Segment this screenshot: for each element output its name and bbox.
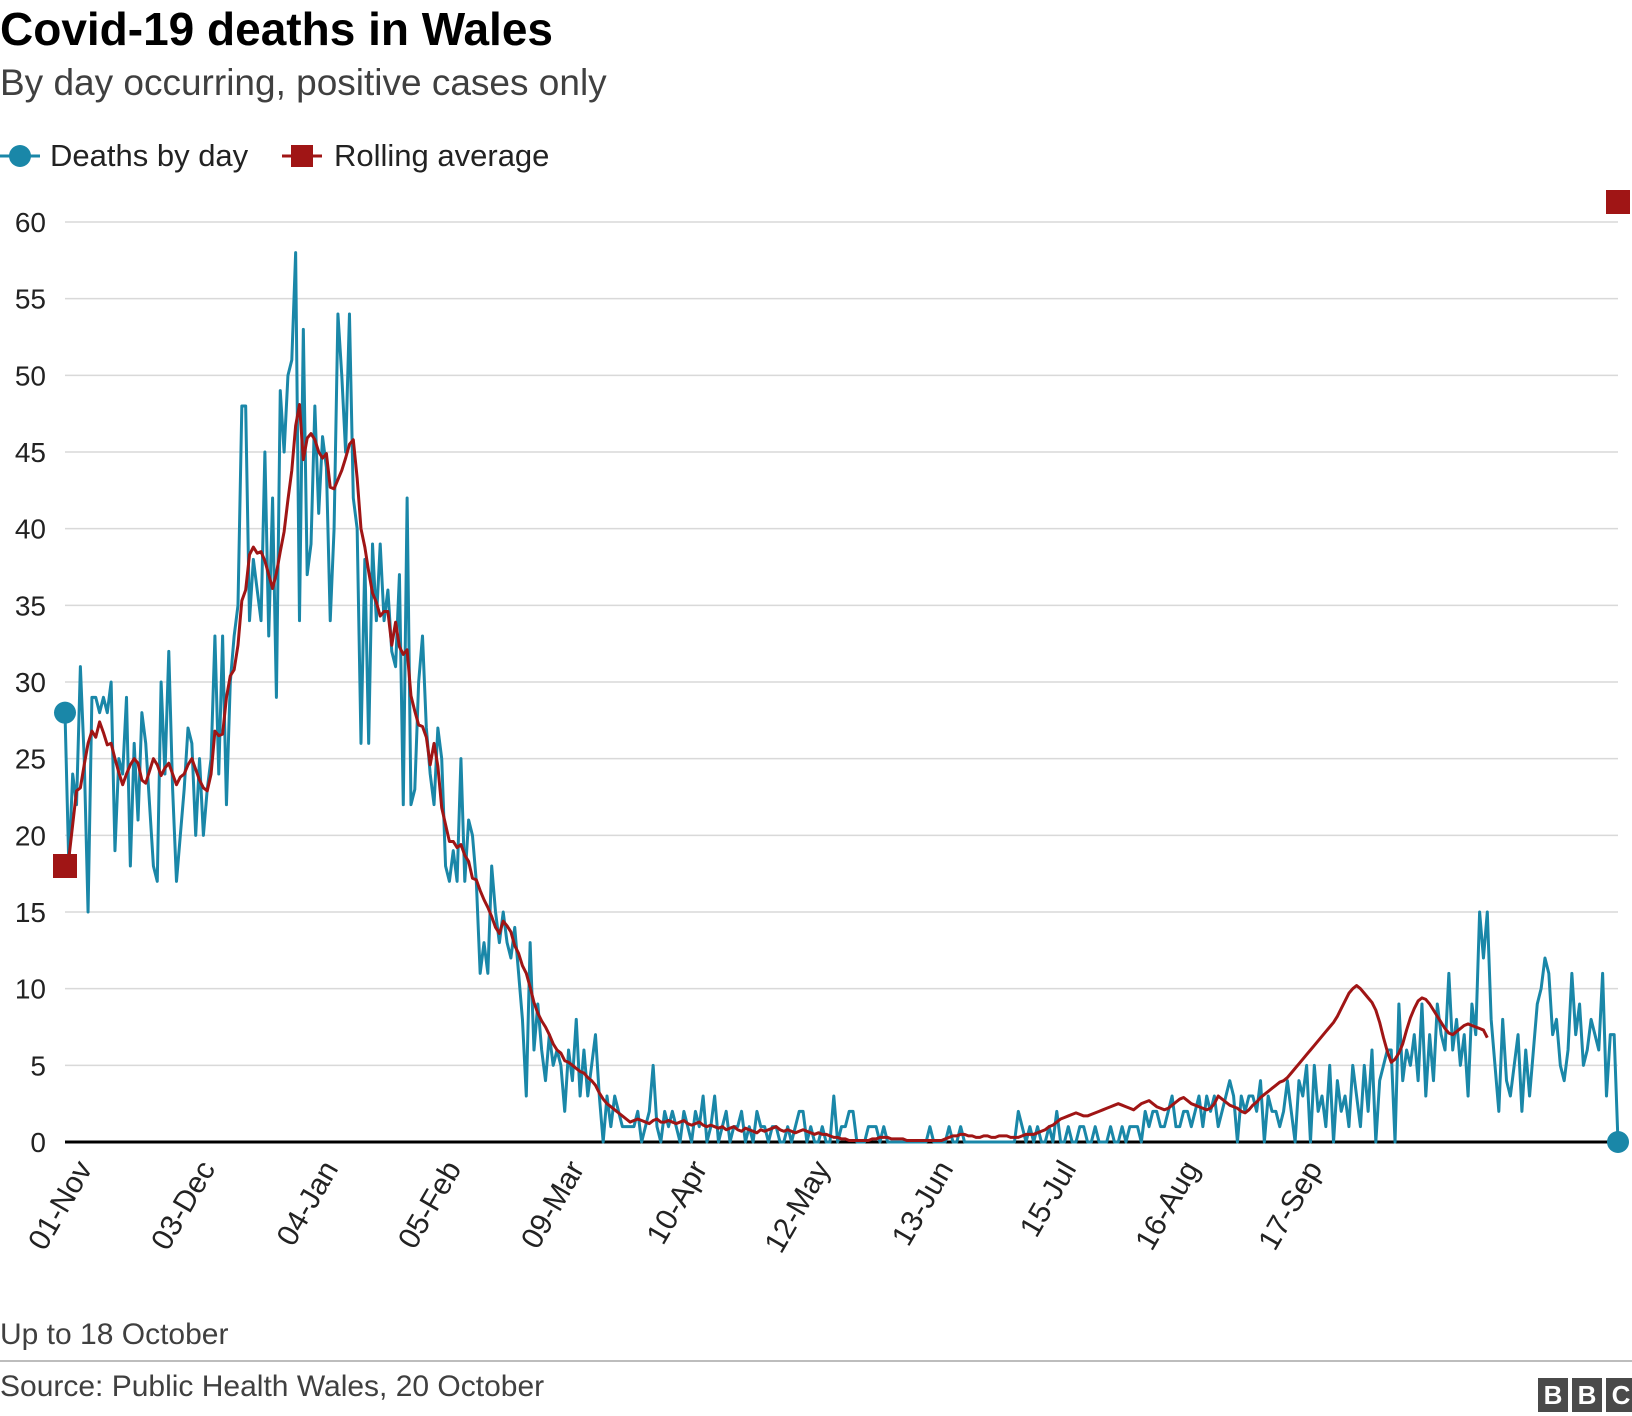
y-tick-label: 30 [15,667,46,698]
y-gridlines [65,221,1618,1144]
x-tick-label: 17-Sep [1252,1155,1329,1255]
chart-source: Source: Public Health Wales, 20 October [0,1370,545,1403]
y-tick-label: 25 [15,744,46,775]
footer-divider [0,1360,1632,1362]
x-axis-labels: 01-Nov 03-Dec 04-Jan 05-Feb 09-Mar 10-Apr 12-M… [22,1155,1329,1258]
legend-item-rolling: Rolling average [282,136,582,176]
y-tick-label: 35 [15,590,46,621]
rolling-end-marker [1606,190,1630,214]
y-tick-label: 0 [30,1127,46,1158]
legend-rolling-label: Rolling average [334,138,550,173]
y-tick-label: 10 [15,974,46,1005]
x-tick-label: 05-Feb [392,1155,468,1254]
legend-deaths-label: Deaths by day [50,138,249,173]
y-tick-label: 15 [15,897,46,928]
line-chart: 0 5 10 15 20 25 30 35 40 45 50 55 60 01-Nov 03-Dec 04-… [15,190,1630,1259]
x-tick-label: 03-Dec [145,1155,222,1255]
x-tick-label: 15-Jul [1014,1155,1083,1242]
deaths-end-marker [1607,1131,1629,1153]
bbc-logo-letter-2: B [1572,1378,1602,1412]
series-end-markers [53,190,1630,1153]
y-tick-label: 60 [15,207,46,238]
deaths-by-day-line [63,251,1620,1144]
chart-note: Up to 18 October [0,1318,229,1351]
series-deaths-by-day [63,251,1620,1144]
x-tick-label: 04-Jan [271,1155,345,1251]
bbc-logo: B B C [1538,1378,1632,1412]
y-tick-label: 20 [15,820,46,851]
rolling-average-line [63,402,1489,1142]
legend-rolling-marker-icon [282,145,322,167]
chart-subtitle: By day occurring, positive cases only [0,62,607,103]
y-axis-labels: 0 5 10 15 20 25 30 35 40 45 50 55 60 [15,207,46,1158]
bbc-logo-letter-3: C [1606,1378,1632,1412]
x-tick-label: 12-May [759,1155,838,1258]
legend-item-deaths: Deaths by day [0,136,260,176]
deaths-start-marker [54,701,76,724]
x-tick-label: 09-Mar [515,1155,591,1254]
x-tick-label: 16-Aug [1129,1155,1206,1255]
y-tick-label: 45 [15,437,46,468]
x-tick-label: 13-Jun [886,1155,960,1251]
x-tick-label: 01-Nov [22,1155,99,1255]
legend-deaths-marker-icon [0,145,40,167]
x-tick-label: 10-Apr [641,1155,715,1249]
y-tick-label: 5 [30,1050,46,1081]
bbc-logo-letter-1: B [1538,1378,1568,1412]
y-tick-label: 40 [15,514,46,545]
series-rolling-average [63,402,1489,1142]
y-tick-label: 55 [15,284,46,315]
y-tick-label: 50 [15,360,46,391]
chart-title: Covid-19 deaths in Wales [0,3,553,55]
rolling-start-marker [53,854,77,878]
